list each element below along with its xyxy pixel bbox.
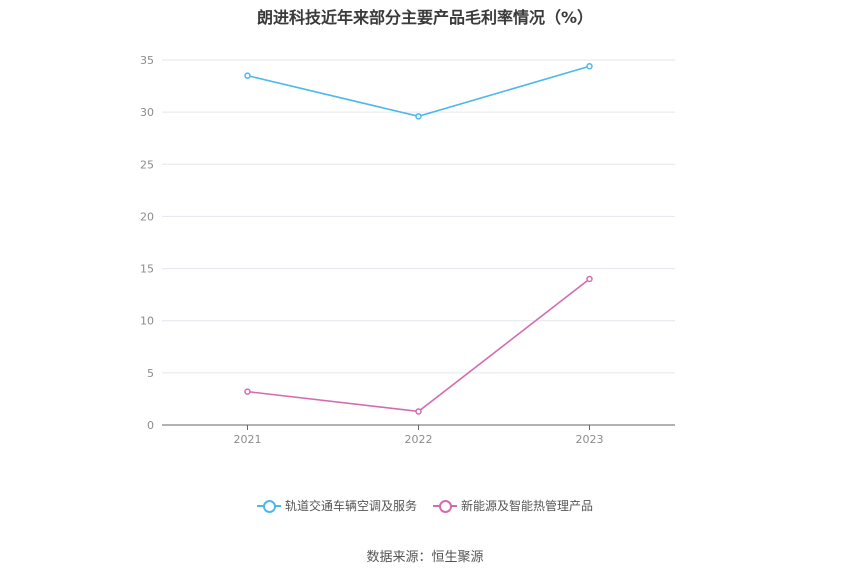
legend-label: 轨道交通车辆空调及服务: [284, 499, 417, 513]
series-1-point: [244, 72, 251, 79]
y-tick-label: 0: [147, 419, 154, 432]
x-tick-label: 2021: [234, 433, 262, 446]
legend-item-1[interactable]: 轨道交通车辆空调及服务: [256, 497, 417, 514]
series-line-2: [247, 278, 590, 413]
data-source: 数据来源：恒生聚源: [366, 550, 484, 565]
legend-marker-icon: [433, 499, 457, 513]
series-2-point: [415, 408, 422, 415]
legend-marker-icon: [256, 499, 281, 513]
series-line-1: [247, 65, 590, 118]
y-tick-label: 30: [140, 106, 154, 119]
y-tick-label: 5: [147, 367, 154, 380]
chart-title: 朗进科技近年来部分主要产品毛利率情况（%）: [256, 8, 594, 27]
series-1-point: [415, 113, 422, 120]
y-tick-label: 35: [140, 54, 154, 67]
y-tick-label: 15: [140, 263, 154, 276]
x-tick-label: 2023: [576, 433, 604, 446]
series-2-point: [586, 275, 593, 283]
series-1-point: [586, 63, 593, 70]
legend-label: 新能源及智能热管理产品: [461, 499, 594, 513]
x-tick-label: 2022: [405, 433, 433, 446]
chart-legend: 轨道交通车辆空调及服务 新能源及智能热管理产品: [0, 497, 850, 514]
y-tick-label: 25: [140, 158, 154, 171]
y-tick-label: 10: [140, 315, 154, 328]
legend-item-2[interactable]: 新能源及智能热管理产品: [433, 497, 593, 514]
y-tick-label: 20: [140, 210, 154, 223]
series-2-point: [244, 388, 251, 395]
